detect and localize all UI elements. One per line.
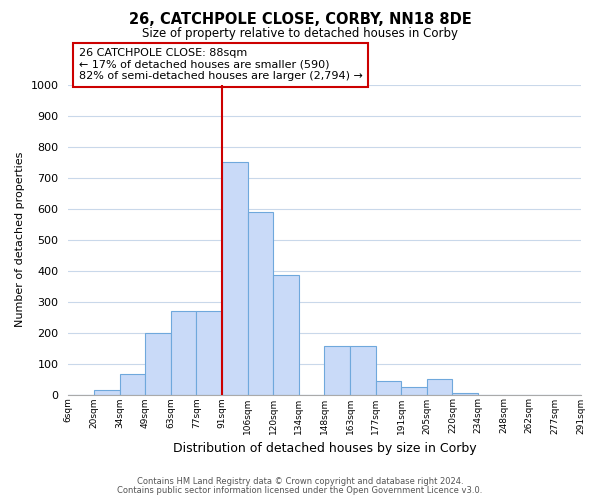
Y-axis label: Number of detached properties: Number of detached properties — [15, 152, 25, 327]
Bar — [350, 346, 376, 395]
Text: Contains HM Land Registry data © Crown copyright and database right 2024.: Contains HM Land Registry data © Crown c… — [137, 477, 463, 486]
Bar — [222, 162, 248, 394]
Bar — [119, 374, 145, 394]
Bar — [273, 275, 299, 394]
Bar — [248, 212, 273, 394]
Text: 26, CATCHPOLE CLOSE, CORBY, NN18 8DE: 26, CATCHPOLE CLOSE, CORBY, NN18 8DE — [128, 12, 472, 28]
Text: Size of property relative to detached houses in Corby: Size of property relative to detached ho… — [142, 28, 458, 40]
Bar — [145, 332, 171, 394]
Bar — [427, 379, 452, 394]
Text: Contains public sector information licensed under the Open Government Licence v3: Contains public sector information licen… — [118, 486, 482, 495]
Bar — [171, 311, 196, 394]
Bar — [376, 380, 401, 394]
X-axis label: Distribution of detached houses by size in Corby: Distribution of detached houses by size … — [173, 442, 476, 455]
Bar — [452, 393, 478, 394]
Text: 26 CATCHPOLE CLOSE: 88sqm
← 17% of detached houses are smaller (590)
82% of semi: 26 CATCHPOLE CLOSE: 88sqm ← 17% of detac… — [79, 48, 362, 82]
Bar — [196, 311, 222, 394]
Bar — [325, 346, 350, 395]
Bar — [94, 390, 119, 394]
Bar — [401, 387, 427, 394]
